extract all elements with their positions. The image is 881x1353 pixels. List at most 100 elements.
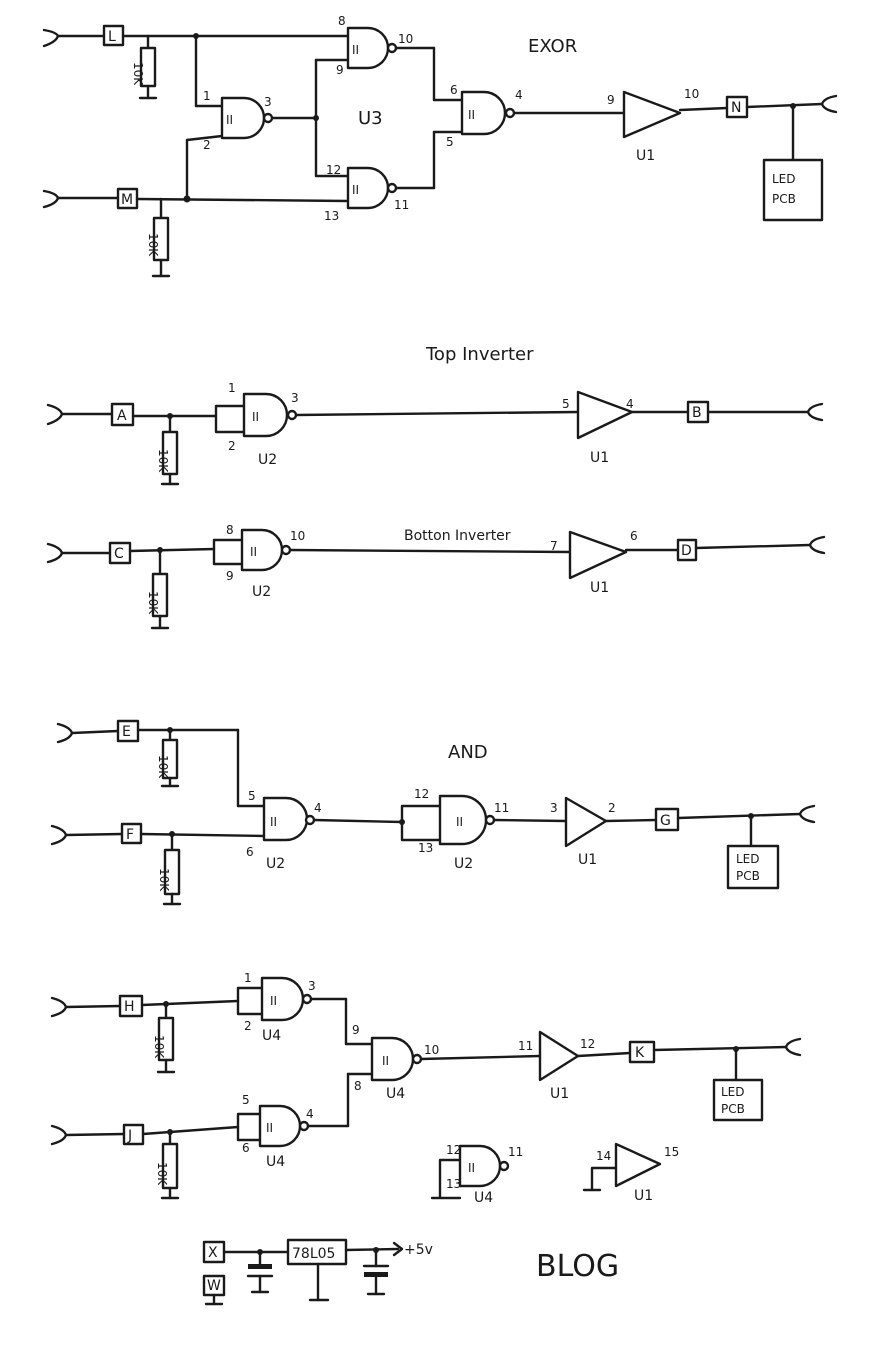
exor-resistor-l-label: 10K [131, 62, 145, 86]
exor-circuit: EXOR U3 L 10K M 10K II 1 [42, 14, 838, 278]
bottom-inverter-buffer [568, 530, 628, 580]
exor-pin-12: 12 [326, 163, 341, 177]
top-inverter-gate-mark: II [252, 410, 259, 424]
bottom-inverter-pin-9: 9 [226, 569, 234, 583]
exor-resistor-m-label: 10K [146, 233, 160, 257]
exor-led-pcb [762, 158, 824, 222]
or-gate-3-chip-label: U4 [386, 1086, 405, 1102]
and-resistor-e-label: 10K [156, 755, 170, 779]
spare-nand-pin-13: 13 [446, 1177, 461, 1191]
exor-input-l-connector [42, 28, 60, 48]
exor-pin-1: 1 [203, 89, 211, 103]
top-inverter-circuit: Top Inverter A 10K II 1 2 3 U2 5 4 U1 B [46, 344, 824, 486]
or-input-j-connector [50, 1124, 68, 1146]
bottom-inverter-title: Botton Inverter [404, 528, 511, 544]
exor-pin-13: 13 [324, 209, 339, 223]
and-buffer-chip-label: U1 [578, 852, 597, 868]
exor-pin-8: 8 [338, 14, 346, 28]
and-led-label: LED [736, 852, 760, 866]
exor-gate-3-mark: II [352, 183, 359, 197]
top-inverter-input-a-label: A [117, 408, 127, 424]
top-inverter-buffer [576, 390, 634, 440]
or-led-pcb [712, 1078, 764, 1122]
exor-pin-3: 3 [264, 95, 272, 109]
regulator-78l05 [286, 1238, 348, 1266]
or-gate-3-mark: II [382, 1054, 389, 1068]
spare-nand-pin-11: 11 [508, 1145, 523, 1159]
spare-buffer [614, 1142, 662, 1188]
and-gate-2-mark: II [456, 815, 463, 829]
and-resistor-f-label: 10K [157, 868, 171, 892]
or-pin-1: 1 [244, 971, 252, 985]
spare-nand-chip-label: U4 [474, 1190, 493, 1206]
and-input-e-connector [56, 722, 74, 744]
bottom-inverter-input-c-box [108, 541, 132, 565]
or-input-j-label: J [127, 1128, 132, 1144]
and-pin-6: 6 [246, 845, 254, 859]
top-inverter-pin-3: 3 [291, 391, 299, 405]
bottom-inverter-chip-label: U2 [252, 584, 271, 600]
top-inverter-input-connector [46, 403, 64, 426]
or-buffer-pin-in: 11 [518, 1039, 533, 1053]
or-pin-6: 6 [242, 1141, 250, 1155]
or-buffer [538, 1030, 580, 1082]
and-gate-1-mark: II [270, 815, 277, 829]
or-gate-1-mark: II [270, 994, 277, 1008]
and-input-e-label: E [122, 724, 131, 740]
exor-buffer-chip-label: U1 [636, 148, 655, 164]
top-inverter-nand-gate [242, 392, 289, 438]
exor-pin-11: 11 [394, 198, 409, 212]
and-output-connector [798, 804, 816, 824]
exor-led-label: LED [772, 172, 796, 186]
or-resistor-j-label: 10K [155, 1162, 169, 1186]
or-pcb-label: PCB [721, 1102, 745, 1116]
spare-buffer-pin-15: 15 [664, 1145, 679, 1159]
exor-buffer-pin-out: 10 [684, 87, 699, 101]
or-pin-10: 10 [424, 1043, 439, 1057]
bottom-inverter-circuit: Botton Inverter C 10K II 8 9 10 U2 7 6 U… [46, 523, 826, 630]
spare-buffer-chip-label: U1 [634, 1188, 653, 1204]
or-output-k-label: K [635, 1045, 645, 1061]
or-output-k-box [628, 1040, 656, 1064]
or-input-h-label: H [124, 999, 135, 1015]
input-capacitor [248, 1264, 272, 1269]
exor-pin-6: 6 [450, 83, 458, 97]
exor-buffer-pin-in: 9 [607, 93, 615, 107]
and-gate-2-chip-label: U2 [454, 856, 473, 872]
exor-pcb-label: PCB [772, 192, 796, 206]
exor-pin-4: 4 [515, 88, 523, 102]
or-pin-4: 4 [306, 1107, 314, 1121]
exor-gate-2-mark: II [352, 43, 359, 57]
bottom-inverter-pin-10: 10 [290, 529, 305, 543]
spare-nand-pin-12: 12 [446, 1143, 461, 1157]
exor-chip-label: U3 [358, 108, 383, 129]
bottom-inverter-gate-mark: II [250, 545, 257, 559]
and-circuit: AND E 10K F 10K II 5 6 4 U2 [50, 719, 816, 906]
top-inverter-input-a-box [110, 402, 135, 427]
and-pin-13: 13 [418, 841, 433, 855]
and-output-g-label: G [660, 813, 671, 829]
exor-gate-4-mark: II [468, 108, 475, 122]
top-inverter-pin-2: 2 [228, 439, 236, 453]
power-supply: X W 78L05 +5v BLOG [202, 1238, 619, 1306]
bottom-inverter-output-d-box [676, 538, 698, 562]
exor-buffer [622, 90, 682, 139]
top-inverter-pin-1: 1 [228, 381, 236, 395]
output-capacitor [364, 1272, 388, 1277]
bottom-inverter-output-connector [808, 535, 826, 555]
and-input-f-label: F [126, 827, 134, 843]
exor-title: EXOR [528, 36, 577, 57]
or-gate-2-mark: II [266, 1121, 273, 1135]
exor-pin-2: 2 [203, 138, 211, 152]
or-gate-2-chip-label: U4 [266, 1154, 285, 1170]
or-pin-2: 2 [244, 1019, 252, 1033]
exor-pin-9: 9 [336, 63, 344, 77]
bottom-inverter-output-d-label: D [681, 543, 692, 559]
or-pin-5: 5 [242, 1093, 250, 1107]
and-buffer-pin-out: 2 [608, 801, 616, 815]
exor-pin-5: 5 [446, 135, 454, 149]
spare-buffer-pin-14: 14 [596, 1149, 611, 1163]
bottom-inverter-resistor-label: 10K [146, 591, 160, 615]
or-pin-8: 8 [354, 1079, 362, 1093]
exor-input-m-label: M [121, 192, 133, 208]
